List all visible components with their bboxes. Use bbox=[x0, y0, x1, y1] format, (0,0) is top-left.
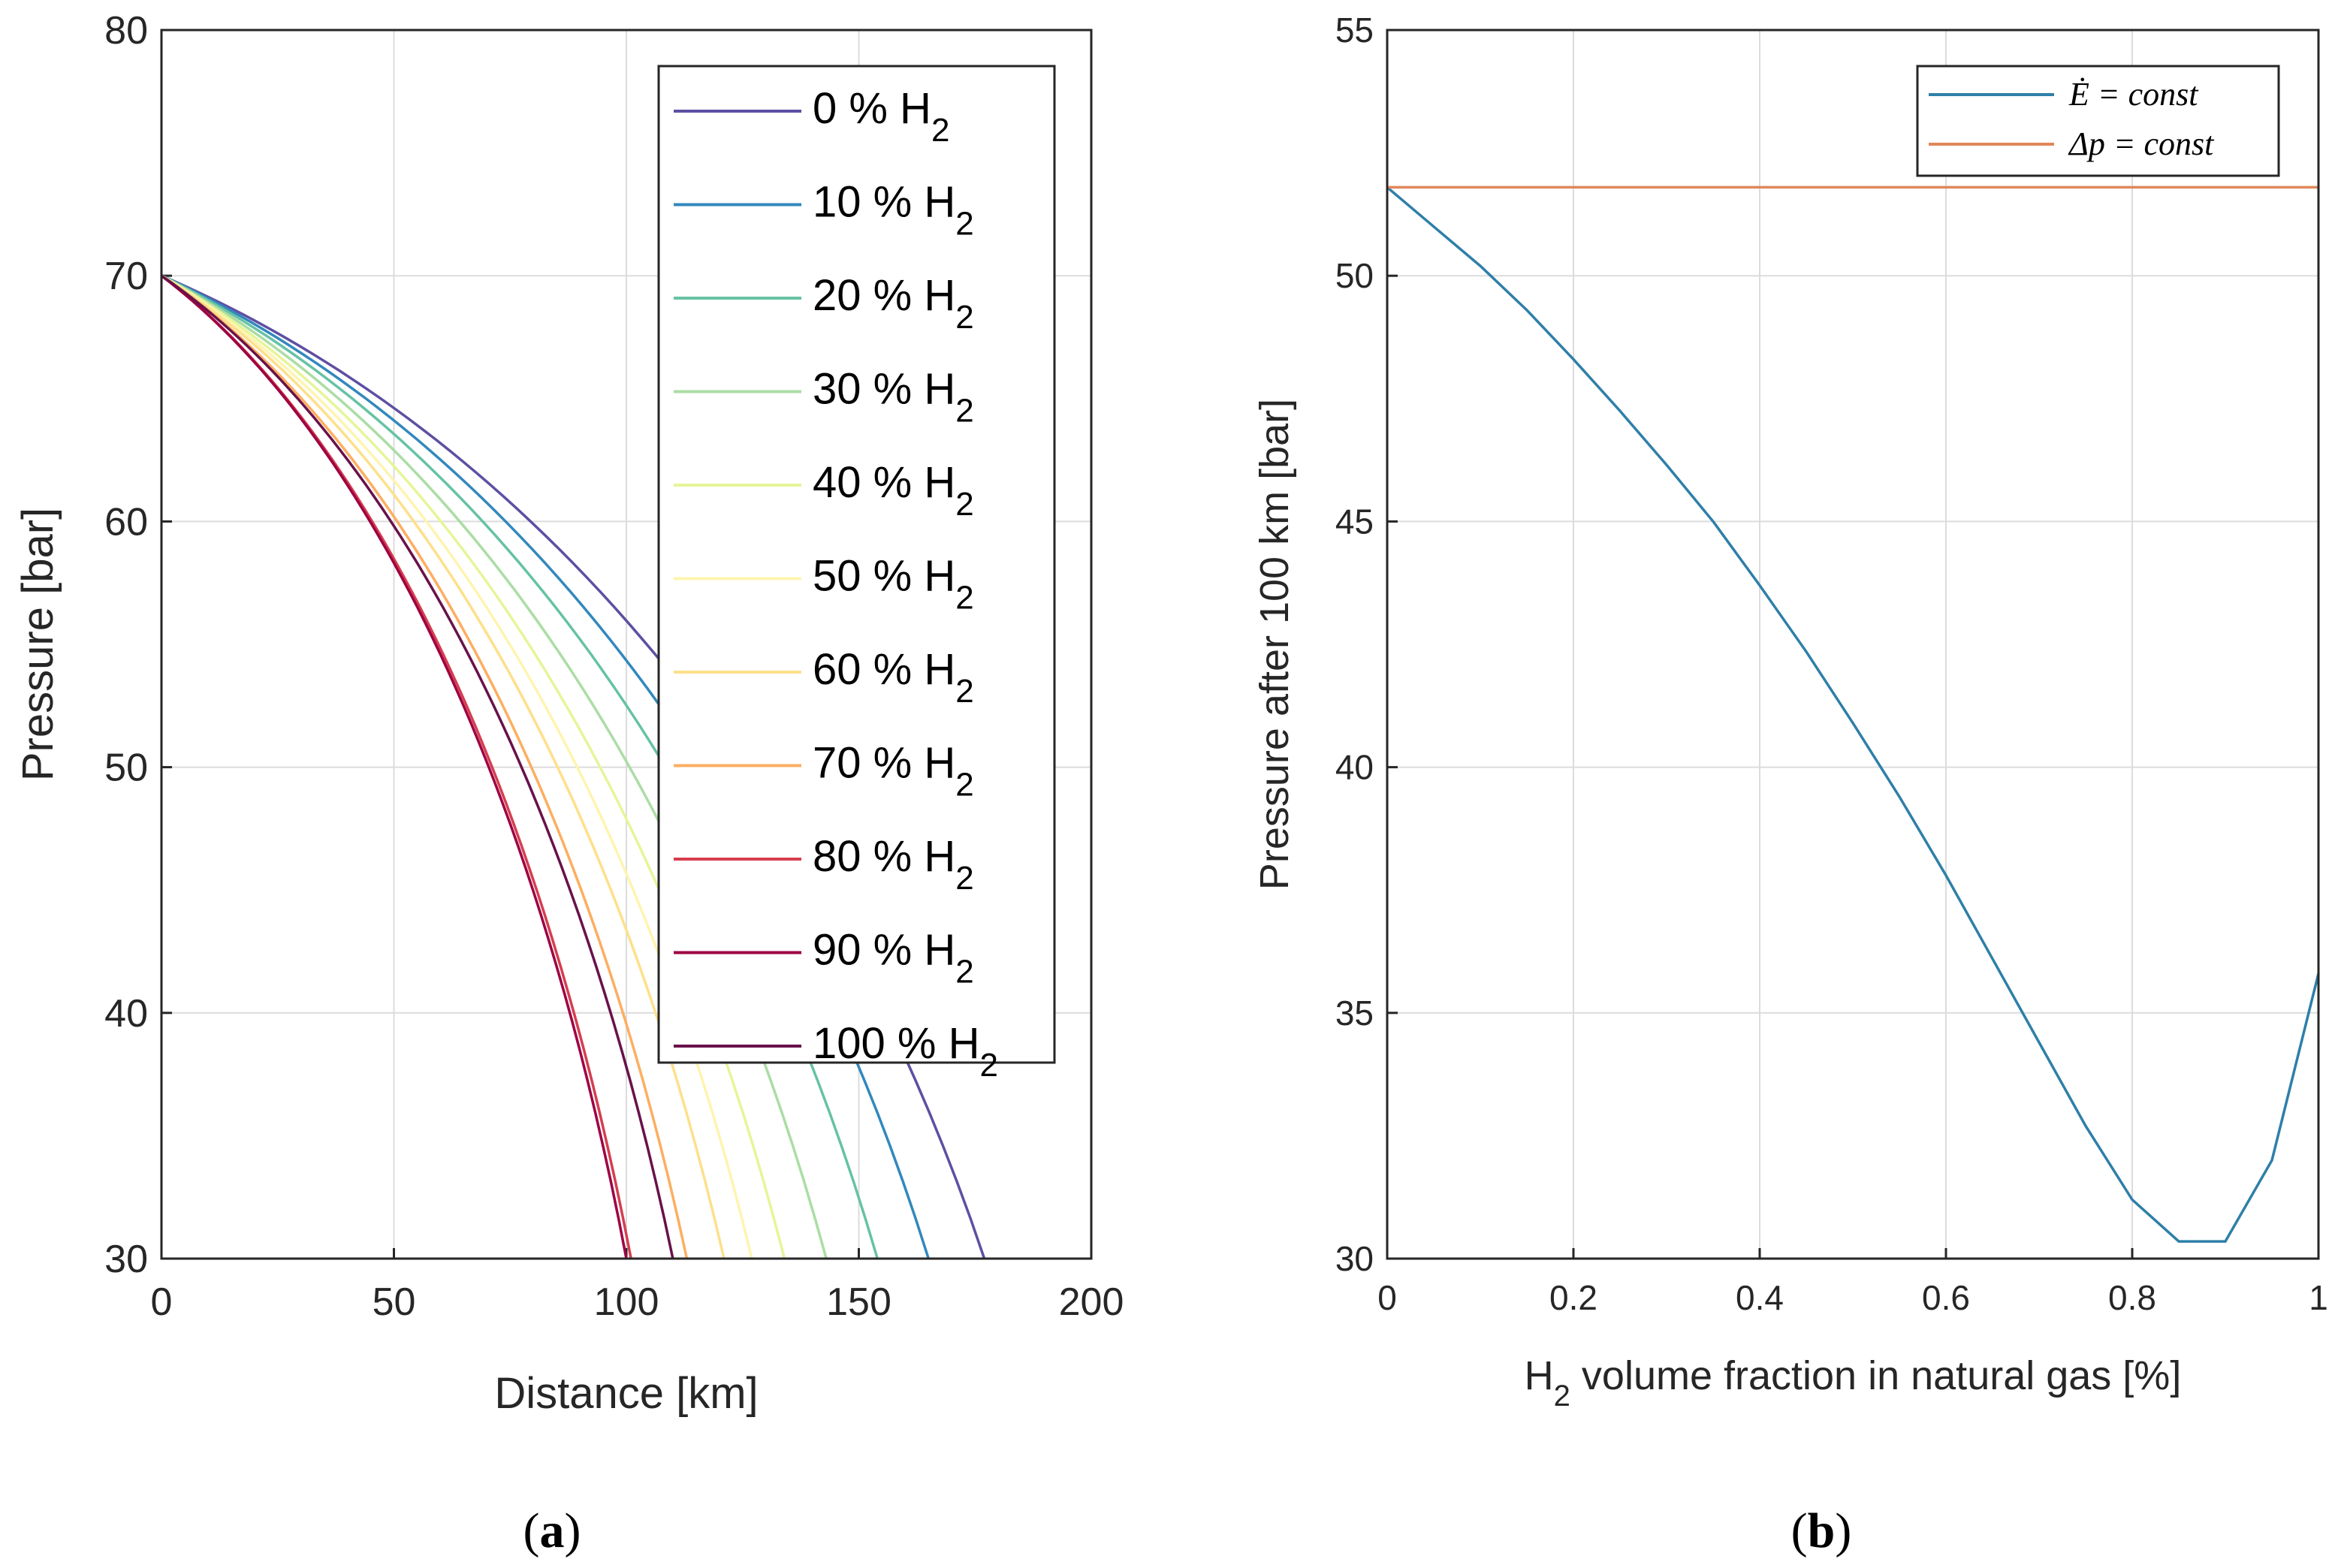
legend-label-9: 90 % H2 bbox=[813, 926, 974, 991]
legend-label-3: 30 % H2 bbox=[813, 365, 974, 430]
x-tick-label: 150 bbox=[826, 1280, 891, 1324]
y-tick-label: 40 bbox=[1335, 748, 1374, 787]
legend-label-main: 80 % H bbox=[813, 832, 955, 881]
legend-b: Ė = const Δp = const bbox=[1916, 65, 2280, 177]
axes-box-b bbox=[1386, 29, 2320, 1260]
panel-label-a: (a) bbox=[523, 1503, 581, 1558]
panel-label-b: (b) bbox=[1791, 1503, 1852, 1558]
x-tick-label: 0.4 bbox=[1736, 1278, 1784, 1317]
series-line-5 bbox=[161, 274, 753, 1259]
chart-a: 0 50 100 150 200 30 40 50 60 70 80 Distance [km] P… bbox=[14, 9, 1124, 1558]
tick-labels-b: 0 0.2 0.4 0.6 0.8 1 30 35 40 45 50 55 bbox=[1335, 11, 2328, 1317]
legend-label-0: Ė = const bbox=[2068, 76, 2199, 113]
series-line-10 bbox=[160, 274, 674, 1259]
y-axis-label-b: Pressure after 100 km [bar] bbox=[1252, 399, 1297, 890]
y-tick-label: 30 bbox=[104, 1238, 148, 1281]
y-axis-label-a: Pressure [bar] bbox=[14, 508, 62, 781]
legend-label-sub: 2 bbox=[955, 486, 973, 523]
legend-label-1: 10 % H2 bbox=[813, 178, 974, 243]
chart-b: 0 0.2 0.4 0.6 0.8 1 30 35 40 45 50 55 H2 volume fra… bbox=[1252, 11, 2328, 1558]
legend-label-sub: 2 bbox=[955, 206, 973, 243]
grid-b bbox=[1386, 29, 2320, 1260]
legend-label-sub: 2 bbox=[955, 954, 973, 991]
legend-label-sub: 2 bbox=[955, 767, 973, 804]
legend-label-main: 20 % H bbox=[813, 271, 955, 320]
legend-label-7: 70 % H2 bbox=[813, 739, 974, 804]
legend-box-b bbox=[1916, 65, 2280, 177]
panel-letter-a: a bbox=[540, 1503, 565, 1558]
legend-label-main: 60 % H bbox=[813, 645, 955, 694]
y-tick-label: 50 bbox=[1335, 256, 1374, 295]
panel-letter-b: b bbox=[1808, 1503, 1836, 1558]
y-tick-label: 45 bbox=[1335, 502, 1374, 541]
legend-label-6: 60 % H2 bbox=[813, 645, 974, 710]
legend-label-4: 40 % H2 bbox=[813, 458, 974, 523]
x-tick-label: 0.6 bbox=[1922, 1278, 1970, 1317]
x-axis-label-b-rest: volume fraction in natural gas [%] bbox=[1570, 1353, 2181, 1398]
series-line-0 bbox=[1386, 186, 2320, 1243]
y-tick-label: 80 bbox=[104, 9, 148, 53]
x-tick-label: 0 bbox=[151, 1280, 173, 1324]
legend-label-sub: 2 bbox=[955, 673, 973, 710]
legend-label-main: 50 % H bbox=[813, 552, 955, 601]
x-tick-label: 200 bbox=[1059, 1280, 1124, 1324]
legend-label-1: Δp = const bbox=[2068, 125, 2215, 162]
legend-label-main: 0 % H bbox=[813, 84, 931, 133]
series-line-9 bbox=[160, 274, 628, 1259]
y-tick-label: 35 bbox=[1335, 994, 1374, 1033]
x-tick-label: 0.2 bbox=[1549, 1278, 1597, 1317]
legend-label-main: 10 % H bbox=[813, 178, 955, 227]
y-tick-label: 40 bbox=[104, 992, 148, 1036]
x-tick-label: 0 bbox=[1377, 1278, 1397, 1317]
legend-label-0: 0 % H2 bbox=[813, 84, 949, 149]
legend-label-sub: 2 bbox=[931, 112, 949, 149]
series-line-6 bbox=[161, 274, 726, 1259]
legend-label-main: 100 % H bbox=[813, 1019, 979, 1068]
legend-label-sub: 2 bbox=[955, 299, 973, 336]
legend-label-main: 90 % H bbox=[813, 926, 955, 975]
x-axis-label-b-sub: 2 bbox=[1554, 1380, 1570, 1413]
x-tick-label: 1 bbox=[2309, 1278, 2328, 1317]
y-tick-label: 55 bbox=[1335, 11, 1374, 50]
tick-labels-a: 0 50 100 150 200 30 40 50 60 70 80 bbox=[104, 9, 1124, 1324]
legend-label-main: 30 % H bbox=[813, 365, 955, 414]
legend-label-sub: 2 bbox=[979, 1047, 997, 1084]
legend-label-2: 20 % H2 bbox=[813, 271, 974, 336]
series-lines-b bbox=[1386, 185, 2320, 1243]
x-tick-label: 100 bbox=[594, 1280, 659, 1324]
legend-label-8: 80 % H2 bbox=[813, 832, 974, 897]
x-tick-label: 50 bbox=[373, 1280, 416, 1324]
legend-label-main: 70 % H bbox=[813, 739, 955, 788]
x-tick-label: 0.8 bbox=[2108, 1278, 2156, 1317]
axes-box-a bbox=[160, 29, 1093, 1260]
y-tick-label: 60 bbox=[104, 500, 148, 544]
x-axis-label-a: Distance [km] bbox=[494, 1369, 758, 1418]
legend-box-a bbox=[657, 65, 1056, 1064]
y-tick-label: 30 bbox=[1335, 1239, 1374, 1278]
legend-label-5: 50 % H2 bbox=[813, 552, 974, 617]
legend-label-sub: 2 bbox=[955, 860, 973, 897]
legend-label-sub: 2 bbox=[955, 393, 973, 430]
y-tick-label: 70 bbox=[104, 255, 148, 298]
legend-label-main: 40 % H bbox=[813, 458, 955, 507]
y-tick-label: 50 bbox=[104, 746, 148, 790]
x-axis-label-b-main: H bbox=[1525, 1353, 1554, 1398]
x-axis-label-b: H2 volume fraction in natural gas [%] bbox=[1525, 1353, 2182, 1413]
series-line-7 bbox=[161, 274, 689, 1259]
legend-label-sub: 2 bbox=[955, 580, 973, 617]
legend-label-10: 100 % H2 bbox=[813, 1019, 998, 1084]
